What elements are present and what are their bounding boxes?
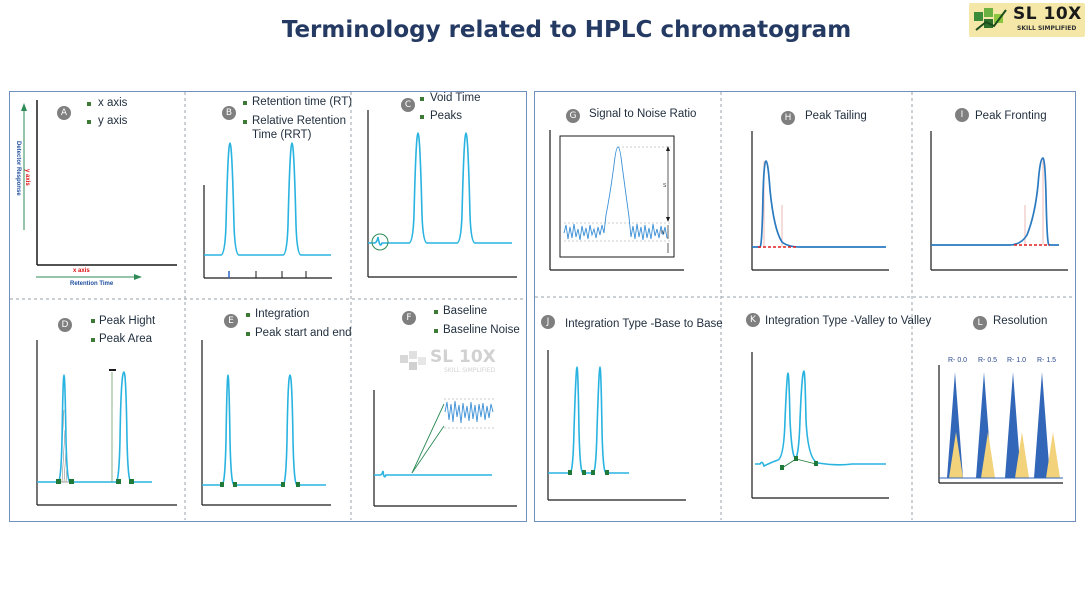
- panel-l-resolution-diagram: R- 0.0 R- 0.5 R- 1.0 R- 1.5: [938, 357, 1063, 484]
- bullet-dot: [91, 319, 95, 323]
- resolution-peak-4: [981, 432, 995, 478]
- bullet-dot: [246, 313, 250, 317]
- left-panel: [9, 91, 527, 522]
- panel-i-heading: Peak Fronting: [975, 110, 1047, 122]
- panel-e-bullet-2: Peak start and end: [255, 327, 352, 339]
- panel-b-chromatogram: [203, 142, 332, 279]
- bullet-dot: [434, 329, 438, 333]
- panel-c-chromatogram: [367, 110, 517, 278]
- x-axis-title: Retention Time: [70, 281, 114, 287]
- badge-a: A: [57, 106, 71, 120]
- panel-g-snr-diagram: S N: [549, 130, 684, 271]
- resolution-label-4: R- 1.5: [1037, 357, 1056, 364]
- panel-e-chromatogram: [201, 340, 331, 506]
- badge-j: J: [541, 315, 555, 329]
- panel-g-heading: Signal to Noise Ratio: [589, 108, 697, 120]
- resolution-peak-6: [1015, 432, 1029, 478]
- resolution-label-1: R- 0.0: [948, 357, 967, 364]
- bullet-dot: [91, 338, 95, 342]
- badge-h: H: [781, 111, 795, 125]
- y-axis-title: Detector Response: [15, 141, 21, 196]
- panel-h-tailing-diagram: [751, 131, 889, 271]
- logo-brand: SL 10X: [1013, 4, 1082, 24]
- resolution-peak-7: [1034, 372, 1050, 478]
- panel-b-bullet-1: Retention time (RT): [252, 96, 353, 108]
- bullet-dot: [243, 101, 247, 105]
- panel-d-bullet-2: Peak Area: [99, 333, 153, 345]
- panel-b-bullet-2: Relative Retention Time (RRT): [252, 115, 346, 141]
- resolution-peak-1: [947, 372, 963, 478]
- panel-c-bullet-1: Void Time: [430, 92, 481, 104]
- panel-f-baseline-diagram: [373, 390, 517, 507]
- resolution-peak-8: [1046, 432, 1060, 478]
- watermark-tagline: SKILL SIMPLIFIED: [444, 367, 496, 374]
- panel-d-bullet-1: Peak Hight: [99, 315, 156, 327]
- logo-tagline: SKILL SIMPLIFIED: [1017, 25, 1077, 32]
- panel-a-axes-diagram: y axis Detector Response x axis Retentio…: [15, 100, 177, 287]
- panel-a-bullet-1: x axis: [98, 97, 128, 109]
- watermark-icon: [400, 351, 426, 370]
- bullet-dot: [420, 97, 424, 101]
- y-axis-label: y axis: [24, 169, 30, 186]
- watermark-brand: SL 10X: [430, 347, 496, 367]
- resolution-peak-5: [1005, 372, 1021, 478]
- badge-f: F: [402, 311, 416, 325]
- watermark-logo: SL 10X SKILL SIMPLIFIED: [398, 347, 510, 383]
- badge-e: E: [224, 314, 238, 328]
- panel-h-heading: Peak Tailing: [805, 110, 867, 122]
- panel-k-heading: Integration Type -Valley to Valley: [765, 315, 932, 327]
- panel-l-heading: Resolution: [993, 315, 1048, 327]
- panel-k-integration-diagram: [751, 352, 889, 499]
- logo-icon: [974, 8, 1007, 31]
- badge-k: K: [746, 313, 760, 327]
- panel-f-bullet-1: Baseline: [443, 305, 488, 317]
- panel-f-bullet-2: Baseline Noise: [443, 324, 520, 336]
- bullet-dot: [243, 120, 247, 124]
- bullet-dot: [87, 102, 91, 106]
- resolution-label-2: R- 0.5: [978, 357, 997, 364]
- bullet-dot: [420, 115, 424, 119]
- signal-mark: S: [663, 183, 667, 189]
- resolution-peak-2: [949, 432, 963, 478]
- right-panel: [534, 91, 1076, 522]
- panel-i-fronting-diagram: [930, 131, 1068, 271]
- panel-a-bullet-2: y axis: [98, 115, 128, 127]
- badge-g: G: [566, 109, 580, 123]
- page-title: Terminology related to HPLC chromatogram: [281, 17, 852, 43]
- bullet-dot: [87, 120, 91, 124]
- panel-d-chromatogram: [36, 340, 177, 506]
- panel-c-bullet-2: Peaks: [430, 110, 462, 122]
- badge-i: I: [955, 108, 969, 122]
- brand-logo: SL 10X SKILL SIMPLIFIED: [969, 3, 1085, 37]
- badge-l: L: [973, 316, 987, 330]
- bullet-dot: [246, 332, 250, 336]
- badge-d: D: [58, 318, 72, 332]
- badge-b: B: [222, 106, 236, 120]
- panel-e-bullet-1: Integration: [255, 308, 310, 320]
- bullet-dot: [434, 310, 438, 314]
- x-axis-label: x axis: [73, 268, 90, 274]
- noise-mark: N: [661, 230, 665, 236]
- panel-j-heading: Integration Type -Base to Base: [565, 318, 723, 330]
- panel-j-integration-diagram: [547, 350, 686, 501]
- badge-c: C: [401, 98, 415, 112]
- resolution-label-3: R- 1.0: [1007, 357, 1026, 364]
